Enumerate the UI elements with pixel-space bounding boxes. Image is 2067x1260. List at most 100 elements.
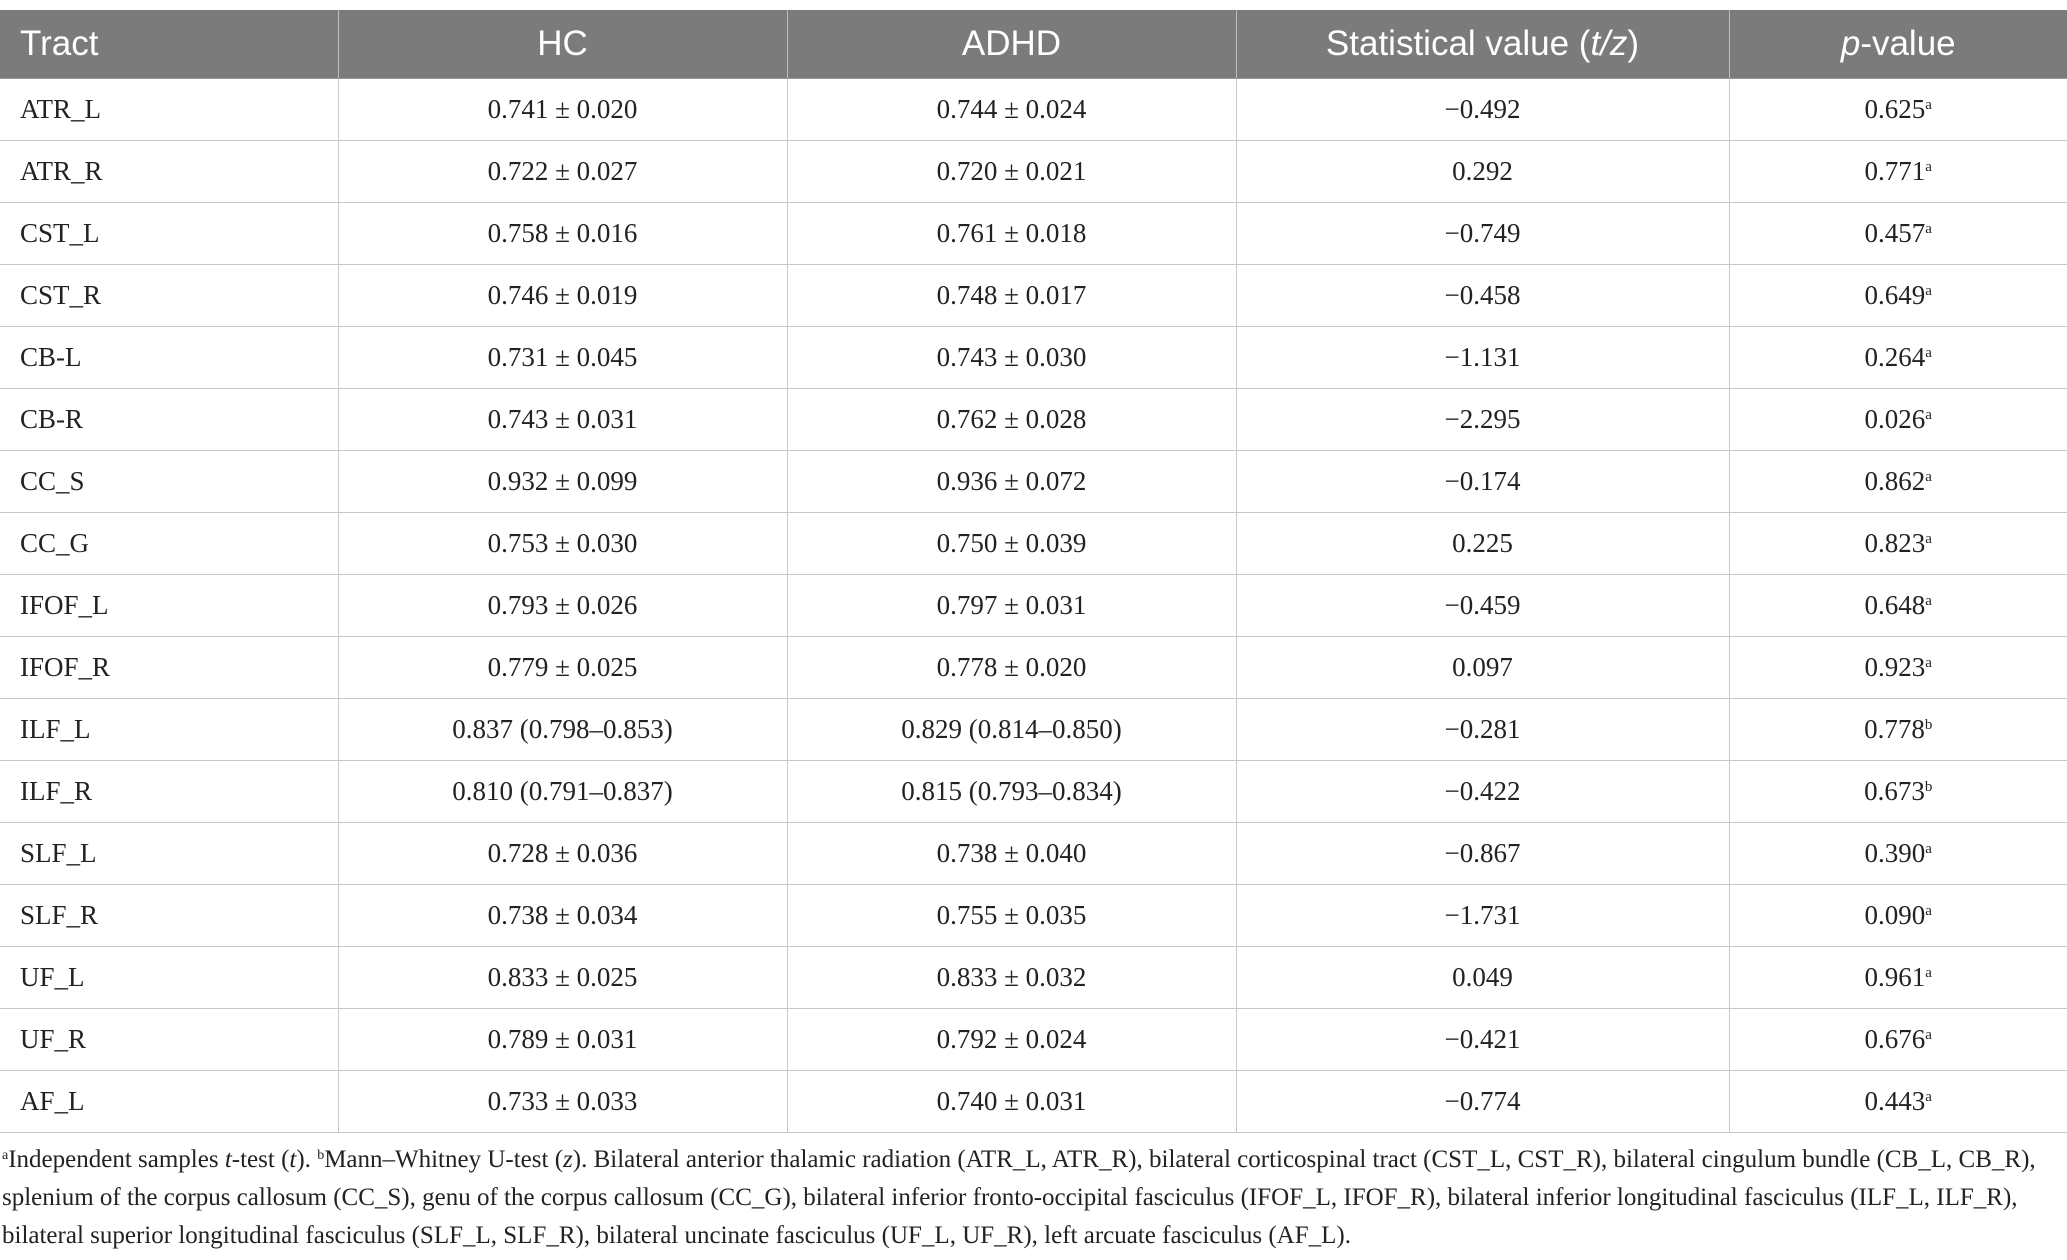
cell-p-value: 0.778b	[1728, 698, 2067, 761]
cell-tract: SLF_R	[0, 884, 338, 947]
p-value-note-mark: a	[1925, 903, 1932, 919]
header-p-suffix: -value	[1860, 24, 1956, 63]
cell-p-value: 0.823a	[1728, 512, 2067, 575]
cell-hc: 0.743 ± 0.031	[337, 388, 787, 451]
table-row: CB-L 0.731 ± 0.045 0.743 ± 0.030 −1.131 0.26…	[0, 326, 2067, 389]
cell-statistical-value: −0.174	[1235, 450, 1729, 513]
cell-statistical-value: 0.225	[1235, 512, 1729, 575]
results-table-container: Tract HC ADHD Statistical value (t/z) p-…	[0, 10, 2067, 1255]
cell-statistical-value: −0.459	[1235, 574, 1729, 637]
p-value-note-mark: a	[1925, 841, 1932, 857]
p-value-note-mark: a	[1925, 345, 1932, 361]
cell-adhd: 0.740 ± 0.031	[786, 1070, 1236, 1133]
header-tract: Tract	[0, 10, 338, 79]
p-value-number: 0.649	[1864, 280, 1926, 310]
header-stat-prefix: Statistical value (	[1325, 24, 1591, 63]
cell-p-value: 0.676a	[1728, 1008, 2067, 1071]
tract-comparison-table: Tract HC ADHD Statistical value (t/z) p-…	[0, 10, 2067, 1133]
cell-statistical-value: 0.292	[1235, 140, 1729, 203]
cell-statistical-value: −0.281	[1235, 698, 1729, 761]
table-footnote: aIndependent samples t-test (t). bMann–W…	[0, 1133, 2067, 1255]
p-value-note-mark: a	[1925, 655, 1932, 671]
p-value-note-mark: b	[1924, 717, 1933, 733]
cell-statistical-value: −0.492	[1235, 78, 1729, 141]
header-p-variable: p	[1840, 24, 1861, 63]
p-value-number: 0.778	[1864, 714, 1925, 744]
cell-adhd: 0.755 ± 0.035	[786, 884, 1236, 947]
p-value-note-mark: a	[1925, 1089, 1932, 1105]
p-value-note-mark: a	[1925, 283, 1932, 299]
p-value-number: 0.648	[1864, 590, 1926, 620]
footnote-a-text: -test (	[231, 1146, 290, 1173]
p-value-note-mark: a	[1925, 97, 1932, 113]
footnote-mark-a: a	[2, 1148, 9, 1163]
p-value-note-mark: a	[1925, 531, 1932, 547]
p-value-number: 0.676	[1864, 1024, 1926, 1054]
footnote-b-var: z	[563, 1146, 573, 1173]
cell-statistical-value: −0.421	[1235, 1008, 1729, 1071]
cell-p-value: 0.026a	[1728, 388, 2067, 451]
table-row: CC_S 0.932 ± 0.099 0.936 ± 0.072 −0.174 0.86…	[0, 450, 2067, 513]
cell-adhd: 0.720 ± 0.021	[786, 140, 1236, 203]
p-value-number: 0.264	[1864, 342, 1926, 372]
footnote-a-var: t	[289, 1146, 297, 1173]
footnote-mark-b: b	[317, 1148, 325, 1163]
cell-p-value: 0.390a	[1728, 822, 2067, 885]
table-row: UF_L 0.833 ± 0.025 0.833 ± 0.032 0.049 0.961…	[0, 946, 2067, 1009]
cell-hc: 0.793 ± 0.026	[337, 574, 787, 637]
footnote-a-var: t	[224, 1146, 232, 1173]
cell-hc: 0.833 ± 0.025	[337, 946, 787, 1009]
table-header: Tract HC ADHD Statistical value (t/z) p-…	[0, 10, 2067, 79]
cell-hc: 0.741 ± 0.020	[337, 78, 787, 141]
header-stat-variable: t/z	[1590, 24, 1628, 63]
cell-p-value: 0.771a	[1728, 140, 2067, 203]
table-row: UF_R 0.789 ± 0.031 0.792 ± 0.024 −0.421 0.67…	[0, 1008, 2067, 1071]
cell-hc: 0.728 ± 0.036	[337, 822, 787, 885]
cell-tract: CC_G	[0, 512, 338, 575]
table-row: ATR_L 0.741 ± 0.020 0.744 ± 0.024 −0.492 0.6…	[0, 78, 2067, 141]
cell-adhd: 0.744 ± 0.024	[786, 78, 1236, 141]
footnote-b-text: ). Bilateral anterior thalamic radiation…	[2, 1146, 2036, 1249]
p-value-number: 0.961	[1864, 962, 1926, 992]
cell-adhd: 0.829 (0.814–0.850)	[786, 698, 1236, 761]
table-body: ATR_L 0.741 ± 0.020 0.744 ± 0.024 −0.492 0.6…	[0, 78, 2067, 1133]
p-value-number: 0.090	[1864, 900, 1926, 930]
cell-hc: 0.758 ± 0.016	[337, 202, 787, 265]
p-value-number: 0.771	[1864, 156, 1926, 186]
cell-tract: ATR_R	[0, 140, 338, 203]
cell-p-value: 0.961a	[1728, 946, 2067, 1009]
table-row: CB-R 0.743 ± 0.031 0.762 ± 0.028 −2.295 0.02…	[0, 388, 2067, 451]
p-value-number: 0.390	[1864, 838, 1926, 868]
cell-adhd: 0.762 ± 0.028	[786, 388, 1236, 451]
cell-p-value: 0.649a	[1728, 264, 2067, 327]
header-p-value: p-value	[1728, 10, 2067, 79]
cell-hc: 0.779 ± 0.025	[337, 636, 787, 699]
table-row: AF_L 0.733 ± 0.033 0.740 ± 0.031 −0.774 0.44…	[0, 1070, 2067, 1133]
p-value-number: 0.457	[1864, 218, 1926, 248]
cell-hc: 0.722 ± 0.027	[337, 140, 787, 203]
table-row: SLF_L 0.728 ± 0.036 0.738 ± 0.040 −0.867 0.3…	[0, 822, 2067, 885]
cell-statistical-value: −0.749	[1235, 202, 1729, 265]
cell-tract: CST_R	[0, 264, 338, 327]
cell-statistical-value: −0.867	[1235, 822, 1729, 885]
cell-statistical-value: −0.422	[1235, 760, 1729, 823]
p-value-note-mark: a	[1925, 221, 1932, 237]
cell-hc: 0.810 (0.791–0.837)	[337, 760, 787, 823]
cell-p-value: 0.090a	[1728, 884, 2067, 947]
cell-p-value: 0.264a	[1728, 326, 2067, 389]
cell-tract: UF_L	[0, 946, 338, 1009]
p-value-number: 0.625	[1864, 94, 1926, 124]
cell-p-value: 0.625a	[1728, 78, 2067, 141]
p-value-number: 0.862	[1864, 466, 1926, 496]
cell-statistical-value: −2.295	[1235, 388, 1729, 451]
cell-p-value: 0.923a	[1728, 636, 2067, 699]
cell-statistical-value: −0.458	[1235, 264, 1729, 327]
footnote-b-text: Mann–Whitney U-test (	[324, 1146, 564, 1173]
table-row: CST_R 0.746 ± 0.019 0.748 ± 0.017 −0.458 0.6…	[0, 264, 2067, 327]
cell-hc: 0.932 ± 0.099	[337, 450, 787, 513]
table-row: IFOF_L 0.793 ± 0.026 0.797 ± 0.031 −0.459 0.…	[0, 574, 2067, 637]
cell-adhd: 0.778 ± 0.020	[786, 636, 1236, 699]
p-value-number: 0.026	[1864, 404, 1926, 434]
p-value-number: 0.923	[1864, 652, 1926, 682]
cell-tract: CB-R	[0, 388, 338, 451]
